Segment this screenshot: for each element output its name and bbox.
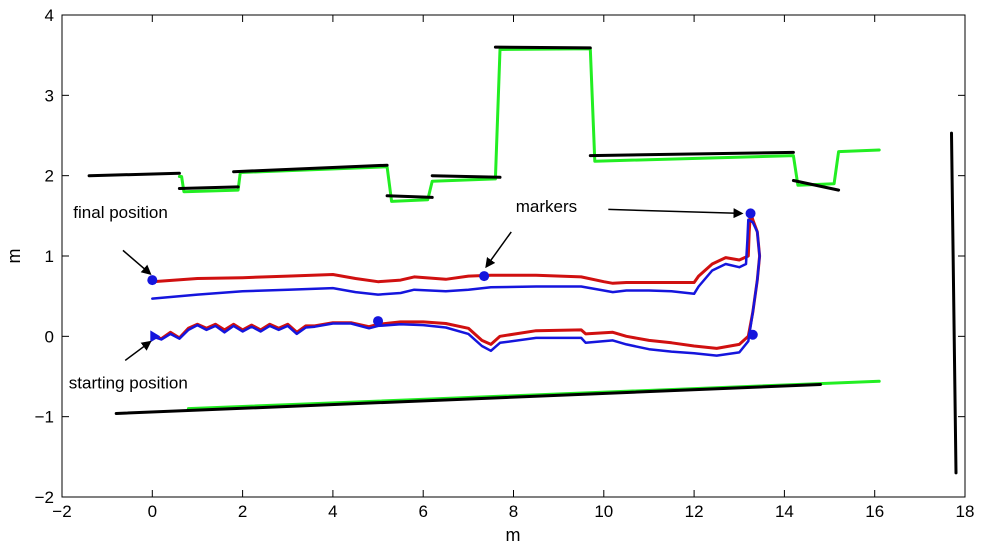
trajectory-marker xyxy=(147,275,158,286)
x-tick-label: −2 xyxy=(52,502,71,521)
map-black-line xyxy=(950,131,958,475)
annotation-start-text: starting position xyxy=(69,374,188,393)
map-black-line xyxy=(114,383,822,415)
y-tick-label: −2 xyxy=(35,488,54,507)
map-black-line xyxy=(791,179,841,192)
y-tick-label: 0 xyxy=(45,327,54,346)
annotation-markers-arrow xyxy=(485,231,512,269)
annotation-start-arrow xyxy=(124,340,152,362)
y-tick-label: −1 xyxy=(35,408,54,427)
x-tick-label: 14 xyxy=(775,502,794,521)
x-tick-label: 4 xyxy=(328,502,337,521)
plot-area xyxy=(61,14,966,498)
x-tick-labels: −2 0 2 4 6 8 10 12 14 16 18 xyxy=(52,502,974,521)
trajectory-marker xyxy=(373,316,384,327)
series-layer xyxy=(87,45,958,475)
x-axis-label: m xyxy=(506,525,521,545)
map-green-line xyxy=(177,47,881,203)
marker-layer xyxy=(147,208,758,343)
x-tick-label: 6 xyxy=(418,502,427,521)
x-tick-label: 18 xyxy=(956,502,975,521)
y-tick-labels: −2 −1 0 1 2 3 4 xyxy=(35,6,54,507)
map-black-line xyxy=(232,163,389,174)
y-tick-label: 2 xyxy=(45,167,54,186)
map-black-line xyxy=(430,174,502,179)
x-tick-label: 0 xyxy=(148,502,157,521)
trajectory-marker xyxy=(745,208,756,219)
x-tick-label: 12 xyxy=(685,502,704,521)
x-tick-label: 8 xyxy=(509,502,518,521)
x-tick-label: 2 xyxy=(238,502,247,521)
x-tick-label: 10 xyxy=(594,502,613,521)
map-black-line xyxy=(177,185,240,190)
axis-ticks xyxy=(61,14,966,498)
start-marker xyxy=(150,330,161,343)
y-tick-label: 1 xyxy=(45,247,54,266)
map-black-line xyxy=(493,45,592,50)
x-tick-label: 16 xyxy=(865,502,884,521)
trajectory-marker xyxy=(479,271,490,282)
trajectory-blue-line xyxy=(151,218,761,357)
trajectory-red-line xyxy=(150,210,762,350)
map-black-line xyxy=(588,150,795,158)
annotation-markers-text: markers xyxy=(516,197,577,216)
annotation-final-text: final position xyxy=(73,203,168,222)
y-axis-label: m xyxy=(4,249,24,264)
map-black-line xyxy=(87,171,181,178)
trajectory-marker xyxy=(747,329,758,340)
annotation-markers-arrow xyxy=(608,208,744,219)
y-tick-label: 4 xyxy=(45,6,54,25)
map-black-line xyxy=(385,194,434,199)
annotation-final-arrow xyxy=(122,249,152,275)
annotation-layer: final position starting position markers xyxy=(69,197,744,393)
y-tick-label: 3 xyxy=(45,86,54,105)
